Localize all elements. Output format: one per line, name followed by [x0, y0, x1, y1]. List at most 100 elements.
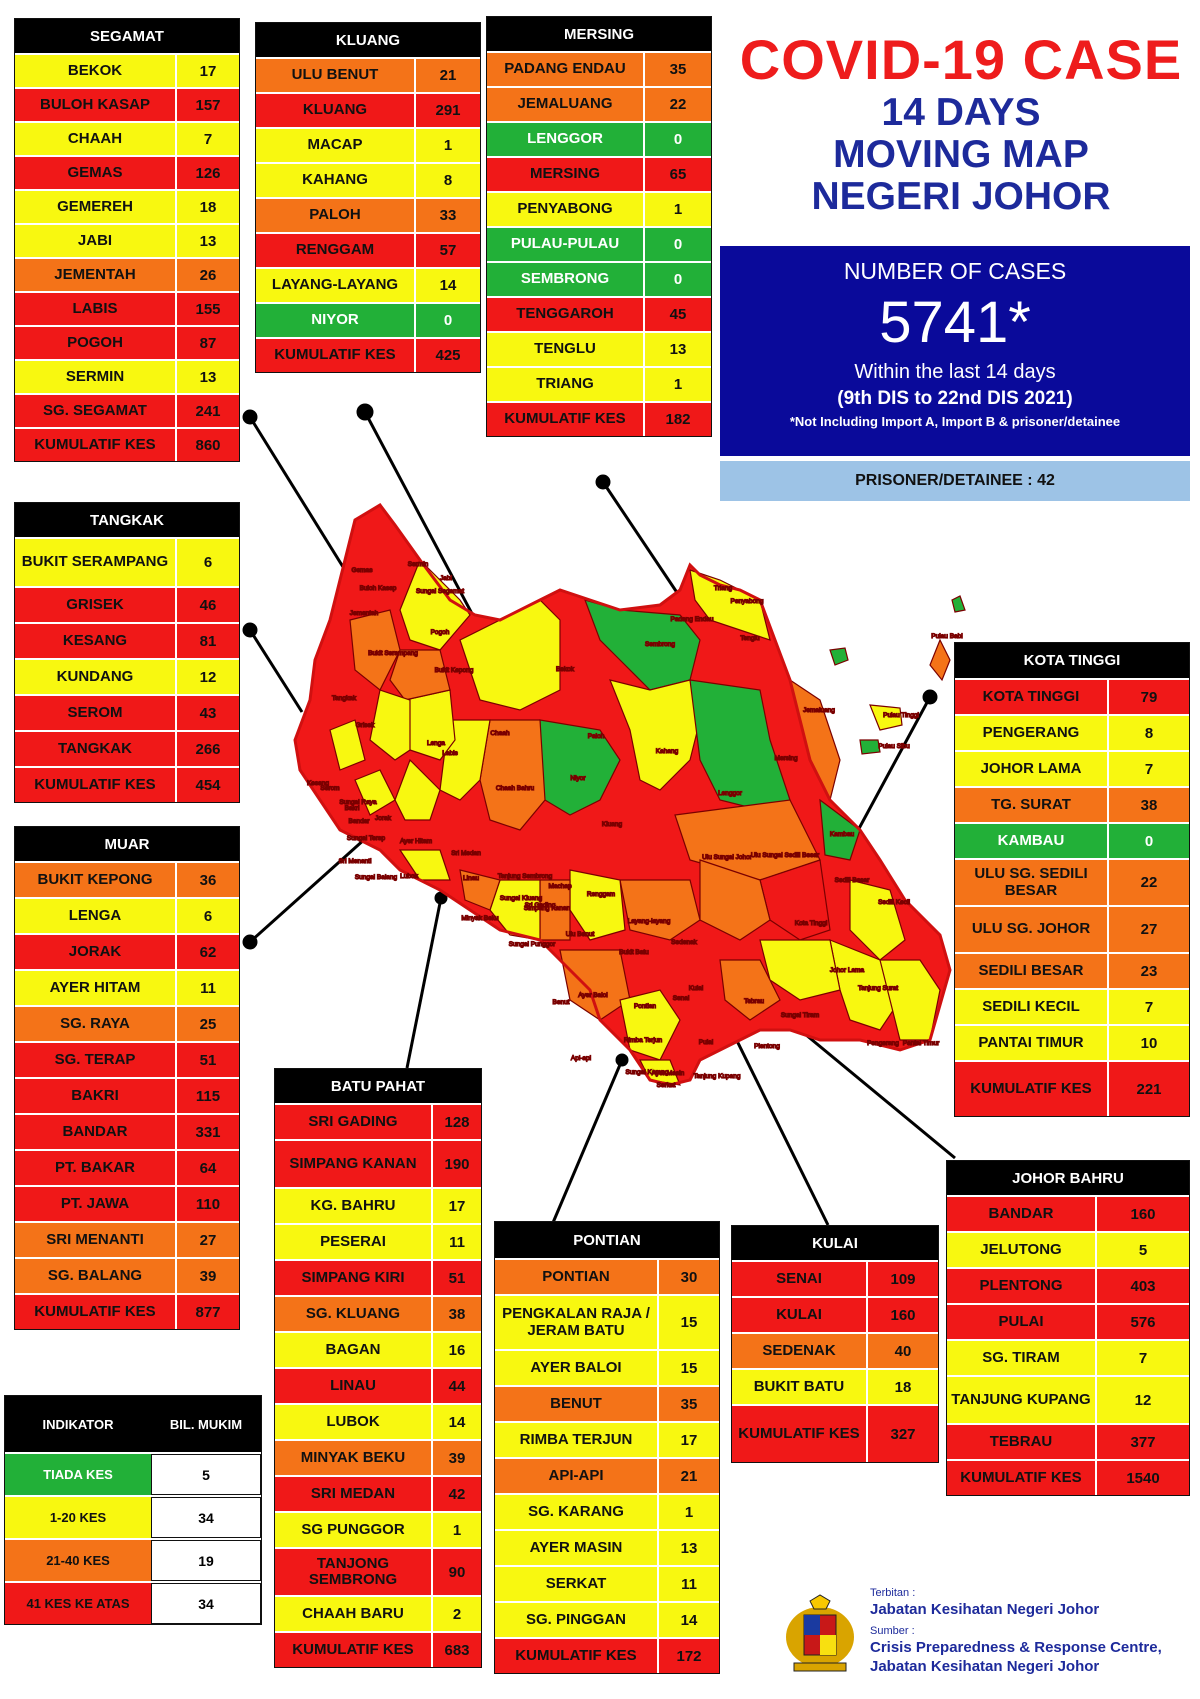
mukim-name: BUKIT KEPONG [15, 863, 177, 897]
mukim-row: BUKIT SERAMPANG 6 [15, 537, 239, 586]
publisher-label: Terbitan : [870, 1587, 916, 1599]
mukim-cases: 11 [200, 979, 216, 997]
connector-dot-batu-pahat [434, 891, 448, 905]
mukim-cases: 26 [199, 266, 217, 284]
mukim-name: BENUT [495, 1387, 659, 1421]
map-label: Niyor [570, 775, 586, 782]
mukim-name: KUMULATIF KES [15, 1295, 177, 1329]
mukim-row: KAHANG 8 [256, 162, 480, 197]
mukim-row: NIYOR 0 [256, 302, 480, 337]
map-label: Sungai Tiram [781, 1012, 819, 1019]
mukim-row: BAKRI 115 [15, 1077, 239, 1113]
mukim-cases: 14 [439, 277, 457, 294]
legend-row: 21-40 KES 19 [5, 1538, 261, 1581]
mukim-name: POGOH [15, 327, 177, 359]
legend-header-indikator: INDIKATOR [42, 1416, 114, 1432]
mukim-cases: 8 [443, 172, 453, 189]
mukim-cases: 51 [199, 1051, 217, 1069]
mukim-name: NIYOR [256, 304, 416, 337]
mukim-cases: 683 [444, 1641, 470, 1659]
mukim-cases: 16 [448, 1341, 466, 1359]
title-line4: NEGERI JOHOR [811, 175, 1111, 218]
mukim-cases: 172 [676, 1647, 702, 1665]
mukim-row: TEBRAU 377 [947, 1423, 1189, 1459]
mukim-row: MERSING 65 [487, 156, 711, 191]
region-sedenak [619, 879, 701, 941]
mukim-name: RENGGAM [256, 234, 416, 267]
mukim-name: PULAU-PULAU [487, 228, 645, 261]
mukim-name: MACAP [256, 129, 416, 162]
map-label: Triang [714, 585, 733, 592]
mukim-row: RENGGAM 57 [256, 232, 480, 267]
map-label: Chaah Bahru [496, 785, 535, 792]
mukim-name: LABIS [15, 293, 177, 325]
mukim-row: KLUANG 291 [256, 92, 480, 127]
mukim-row: KOTA TINGGI 79 [955, 678, 1189, 714]
mukim-row: BUKIT KEPONG 36 [15, 861, 239, 897]
region-tangkak [329, 719, 366, 771]
mukim-row: TENGGAROH 45 [487, 296, 711, 331]
mukim-row: SG PUNGGOR 1 [275, 1511, 481, 1547]
legend-count: 34 [151, 1497, 261, 1538]
map-label: Ulu Sungai Sedili Besar [751, 852, 820, 859]
map-label: Ayer Masin [652, 1070, 685, 1077]
legend-row: TIADA KES 5 [5, 1452, 261, 1495]
mukim-row: BEKOK 17 [15, 53, 239, 87]
mukim-row: JELUTONG 5 [947, 1231, 1189, 1267]
mukim-name: API-API [495, 1459, 659, 1493]
mukim-row: SEDENAK 40 [732, 1332, 938, 1368]
mukim-name: TENGGAROH [487, 298, 645, 331]
map-label: Chaah [490, 730, 510, 737]
mukim-cases: 327 [890, 1425, 916, 1443]
mukim-row: TANGKAK 266 [15, 730, 239, 766]
mukim-cases: 6 [203, 907, 213, 925]
map-label: Renggam [587, 891, 615, 898]
region-ayer-hitam [394, 758, 441, 821]
mukim-name: SERMIN [15, 361, 177, 393]
mukim-name: SEDILI KECIL [955, 990, 1109, 1024]
connector-segamat [248, 416, 350, 576]
mukim-row: AYER BALOI 15 [495, 1349, 719, 1385]
cumulative-row: KUMULATIF KES 860 [15, 427, 239, 461]
map-label: Tanjung Kupang [694, 1073, 741, 1080]
map-label: Pulai [699, 1039, 713, 1046]
map-label: Pantai Timur [903, 1040, 940, 1047]
mukim-name: TEBRAU [947, 1425, 1097, 1459]
mukim-row: KUNDANG 12 [15, 658, 239, 694]
mukim-cases: 160 [1130, 1205, 1156, 1223]
mukim-name: GEMAS [15, 157, 177, 189]
cumulative-row: KUMULATIF KES 327 [732, 1404, 938, 1462]
title-line3: MOVING MAP [833, 133, 1089, 176]
mukim-cases: 35 [669, 61, 687, 78]
mukim-row: SG. RAYA 25 [15, 1005, 239, 1041]
mukim-row: SERKAT 11 [495, 1565, 719, 1601]
district-name: MUAR [15, 827, 239, 861]
mukim-cases: 15 [680, 1314, 698, 1331]
cases-label: NUMBER OF CASES [843, 258, 1067, 284]
mukim-row: KULAI 160 [732, 1296, 938, 1332]
map-label: Buloh Kasap [360, 585, 397, 592]
legend-swatch-label: TIADA KES [5, 1454, 151, 1495]
map-label: Bakri [345, 805, 360, 812]
publisher-name: Jabatan Kesihatan Negeri Johor [870, 1601, 1100, 1618]
mukim-name: GEMEREH [15, 191, 177, 223]
mukim-row: AYER HITAM 11 [15, 969, 239, 1005]
connector-dot-pontian [615, 1053, 629, 1067]
mukim-cases: 5 [1138, 1241, 1148, 1259]
jata-crest-icon [786, 1594, 854, 1672]
mukim-name: PT. JAWA [15, 1187, 177, 1221]
credit-block: Terbitan : Jabatan Kesihatan Negeri Joho… [780, 1587, 1200, 1687]
mukim-name: KUMULATIF KES [947, 1461, 1097, 1495]
cumulative-row: KUMULATIF KES 683 [275, 1631, 481, 1667]
mukim-row: BANDAR 160 [947, 1195, 1189, 1231]
region-pengerang [879, 959, 941, 1041]
mukim-cases: 0 [443, 312, 453, 329]
map-label: Bukit Batu [619, 949, 649, 956]
mukim-cases: 109 [890, 1270, 916, 1288]
mukim-row: TG. SURAT 38 [955, 786, 1189, 822]
district-name: PONTIAN [495, 1222, 719, 1258]
mukim-name: KUMULATIF KES [732, 1406, 868, 1462]
prisoner-count: PRISONER/DETAINEE : 42 [720, 461, 1190, 501]
district-table-segamat: SEGAMAT BEKOK 17 BULOH KASAP 157 CHAAH 7 GEMAS 1… [14, 18, 240, 462]
mukim-cases: 51 [448, 1269, 466, 1287]
